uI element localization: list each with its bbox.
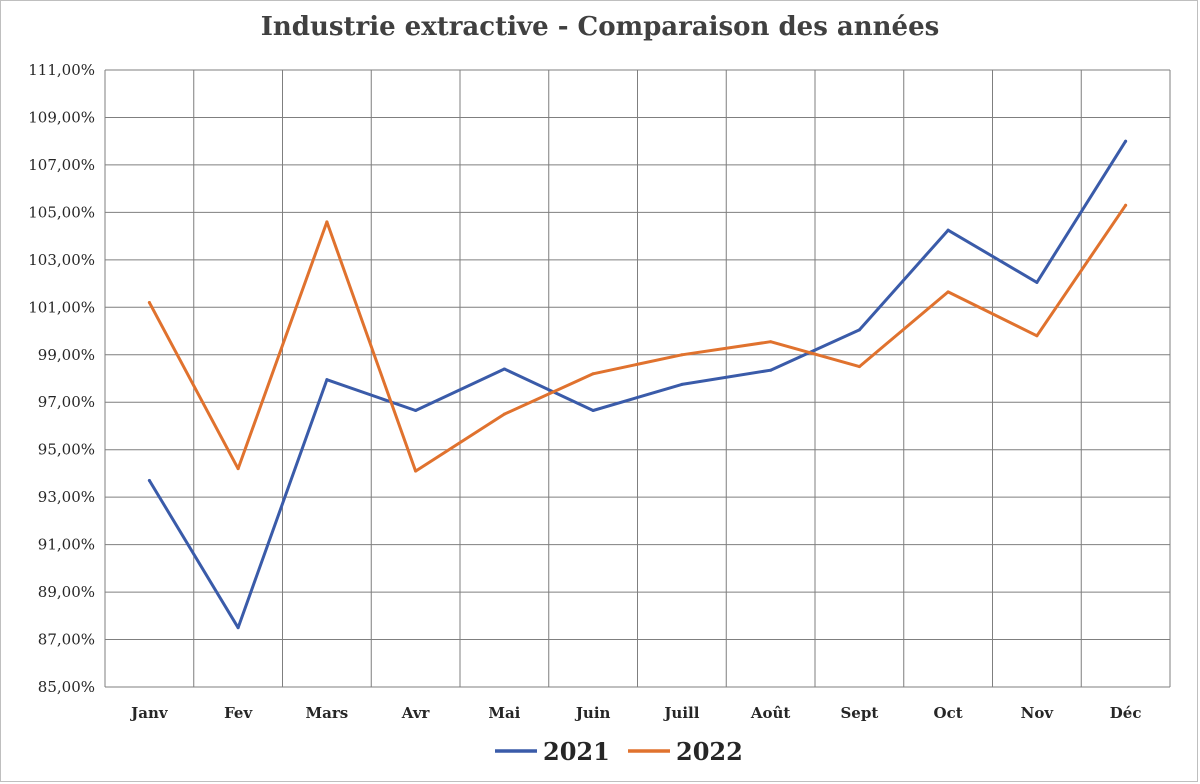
x-tick-label: Mai [488, 704, 520, 722]
y-tick-label: 97,00% [38, 393, 95, 411]
data-point-2022 [147, 301, 151, 305]
data-point-2021 [769, 368, 773, 372]
data-point-2021 [414, 409, 418, 413]
data-point-2021 [1035, 280, 1039, 284]
data-point-2021 [325, 378, 329, 382]
data-point-2022 [325, 220, 329, 224]
data-point-2022 [236, 467, 240, 471]
y-tick-label: 105,00% [28, 203, 95, 221]
x-tick-label: Déc [1110, 704, 1142, 722]
x-tick-label: Août [750, 704, 791, 722]
data-point-2022 [769, 340, 773, 344]
y-tick-label: 85,00% [38, 678, 95, 696]
data-point-2022 [591, 372, 595, 376]
y-tick-label: 95,00% [38, 441, 95, 459]
data-point-2021 [680, 382, 684, 386]
x-tick-label: Avr [401, 704, 431, 722]
data-point-2022 [857, 365, 861, 369]
x-tick-label: Juin [574, 704, 611, 722]
data-point-2021 [857, 328, 861, 332]
data-point-2021 [591, 409, 595, 413]
y-tick-label: 107,00% [28, 156, 95, 174]
y-tick-label: 87,00% [38, 631, 95, 649]
data-point-2022 [946, 290, 950, 294]
data-point-2022 [680, 353, 684, 357]
y-tick-label: 99,00% [38, 346, 95, 364]
y-tick-label: 91,00% [38, 536, 95, 554]
legend-label-2021: 2021 [543, 737, 610, 766]
y-tick-label: 89,00% [38, 583, 95, 601]
y-tick-label: 109,00% [28, 108, 95, 126]
x-tick-label: Mars [306, 704, 349, 722]
data-point-2021 [1124, 139, 1128, 143]
y-tick-label: 93,00% [38, 488, 95, 506]
x-tick-label: Oct [934, 704, 963, 722]
y-tick-label: 101,00% [28, 298, 95, 316]
series-line-2022 [147, 203, 1128, 473]
data-point-2022 [1124, 203, 1128, 207]
data-point-2022 [1035, 334, 1039, 338]
y-tick-label: 111,00% [28, 61, 95, 79]
legend-label-2022: 2022 [676, 737, 743, 766]
data-point-2022 [414, 469, 418, 473]
chart-title: Industrie extractive - Comparaison des a… [260, 12, 940, 42]
data-point-2021 [236, 626, 240, 630]
data-point-2021 [502, 367, 506, 371]
x-tick-label: Nov [1021, 704, 1055, 722]
x-tick-label: Janv [129, 704, 169, 722]
x-tick-label: Fev [224, 704, 253, 722]
series-line-2021 [147, 139, 1128, 630]
y-tick-label: 103,00% [28, 251, 95, 269]
data-point-2021 [946, 228, 950, 232]
data-point-2022 [502, 412, 506, 416]
x-tick-label: Juill [662, 704, 699, 722]
data-point-2021 [147, 479, 151, 483]
x-tick-label: Sept [840, 704, 878, 722]
